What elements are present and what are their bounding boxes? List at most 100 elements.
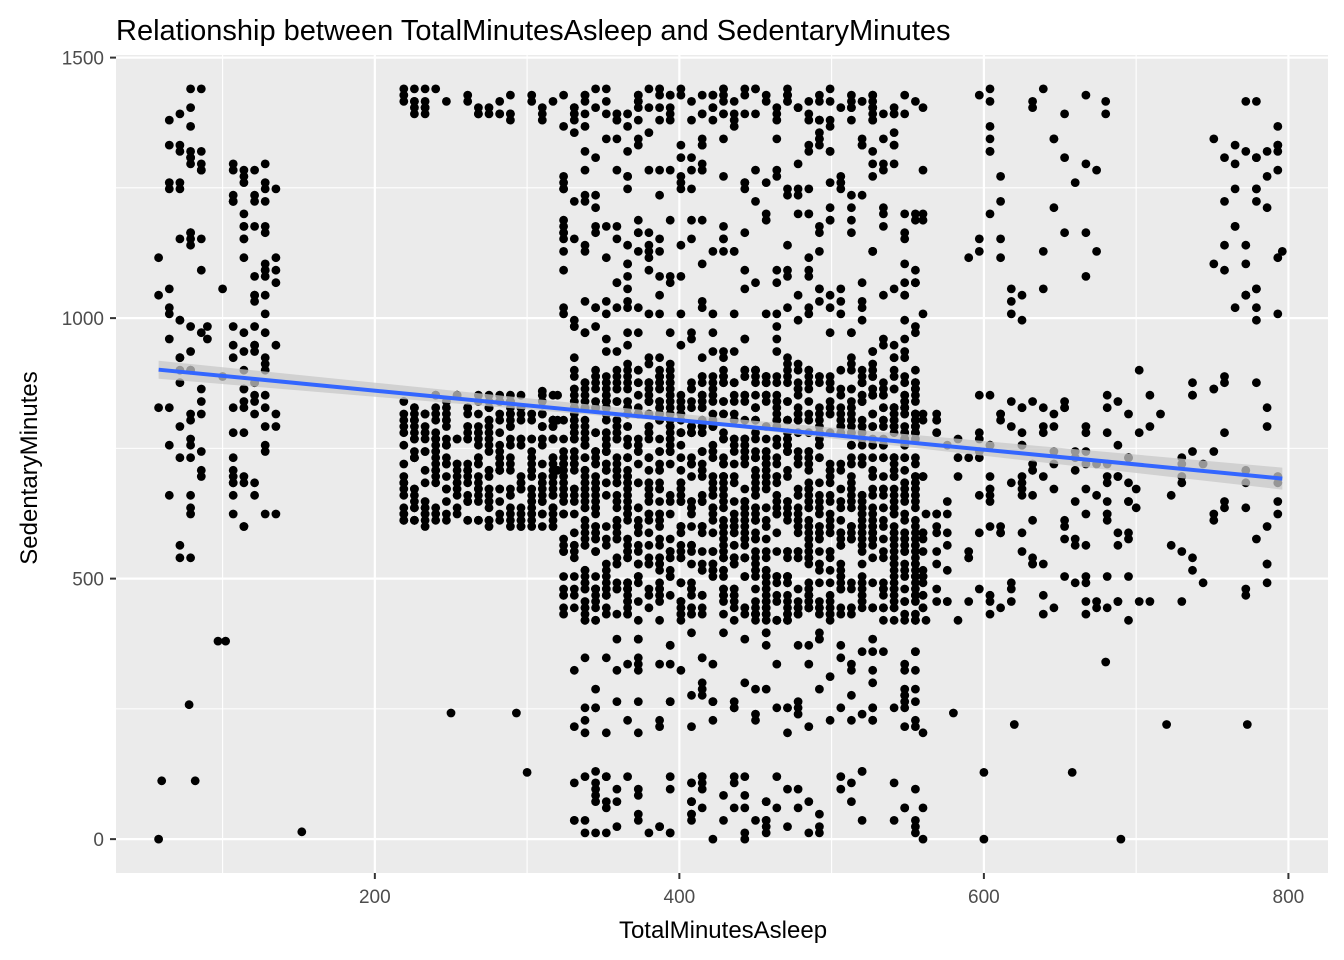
data-point [697,140,707,150]
data-point [889,816,899,825]
data-point [804,534,814,544]
data-point [431,509,441,519]
data-point [446,708,456,718]
data-point [697,390,707,400]
data-point [655,190,664,200]
data-point [687,590,696,600]
data-point [442,434,451,444]
data-point [537,409,547,419]
data-point [847,97,856,106]
data-point [772,278,782,288]
data-point [868,503,878,513]
data-point [889,490,899,500]
data-point [815,547,824,556]
data-point [580,122,590,131]
data-point [537,472,547,481]
data-point [953,615,963,625]
data-point [410,434,419,444]
data-point [580,397,590,406]
data-point [740,484,750,494]
data-point [942,597,952,606]
data-point [868,453,878,463]
data-point [825,509,835,519]
data-point [623,372,632,381]
data-point [708,572,718,581]
data-point [719,490,728,500]
data-point [836,465,846,475]
data-point [1124,528,1133,538]
data-point [740,397,750,406]
data-point [601,522,611,531]
data-point [804,590,814,600]
data-point [804,415,814,425]
data-point [580,97,590,106]
data-point [889,415,899,425]
data-point [868,528,878,538]
data-point [623,440,632,450]
data-point [399,440,409,450]
data-point [911,497,920,506]
data-point [655,384,664,394]
data-point [1017,478,1027,488]
data-point [495,415,505,425]
data-point [900,528,910,538]
data-point [783,265,792,275]
data-point [612,109,622,119]
data-point [918,578,928,588]
data-point [847,403,856,413]
data-point [697,353,707,363]
data-point [623,259,632,269]
data-point [900,515,910,525]
data-point [761,584,771,594]
data-point [1230,159,1240,169]
data-point [655,447,664,456]
data-point [644,240,654,250]
data-point [815,528,824,538]
data-point [260,353,270,363]
data-point [239,472,249,481]
data-point [516,472,526,481]
data-point [836,609,846,619]
data-point [442,484,451,494]
data-point [537,478,547,488]
data-point [1081,597,1091,606]
data-point [772,578,782,588]
data-point [601,534,611,544]
data-point [985,97,995,106]
data-point [729,409,739,419]
data-point [918,409,928,419]
data-point [580,440,590,450]
data-point [175,184,185,194]
trend-line [158,367,1283,481]
data-point [601,653,611,663]
data-point [186,440,196,450]
data-point [1177,597,1187,606]
data-point [836,384,846,394]
data-point [868,665,878,675]
data-point [815,409,824,419]
data-point [921,509,931,519]
data-point [889,603,899,613]
data-point [186,415,196,425]
data-point [506,453,515,463]
data-point [911,365,920,375]
data-point [591,522,600,531]
data-point [1273,165,1283,175]
data-point [847,453,856,463]
data-point [1060,572,1069,581]
data-point [719,459,728,469]
data-point [420,503,430,513]
data-point [793,403,803,413]
data-point [804,797,814,806]
data-point [1220,240,1229,250]
data-point [569,778,579,788]
data-point [889,597,899,606]
data-point [911,615,920,625]
data-point [804,372,814,381]
data-point [729,472,739,481]
data-point [825,553,835,563]
data-point [655,615,664,625]
data-point [911,390,920,400]
data-point [847,409,856,419]
data-point [783,515,792,525]
